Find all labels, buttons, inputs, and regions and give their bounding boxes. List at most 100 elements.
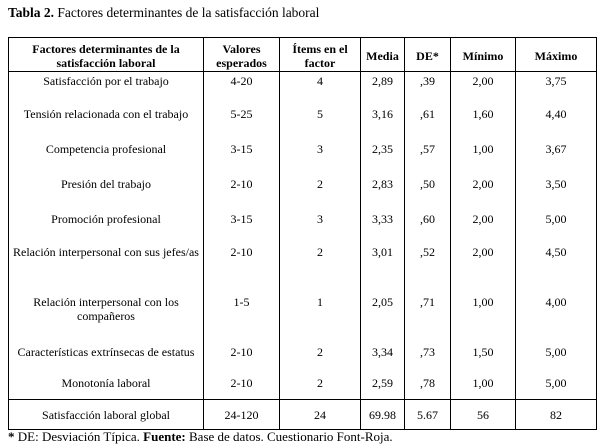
maximo-cell: 5,00 bbox=[515, 373, 597, 400]
media-cell: 3,34 bbox=[360, 342, 405, 374]
de-cell: ,78 bbox=[404, 373, 451, 400]
media-cell: 3,33 bbox=[360, 209, 405, 243]
maximo-cell: 3,67 bbox=[515, 139, 597, 175]
de-cell: 5.67 bbox=[404, 399, 451, 430]
table-row: Promoción profesional 3-15 3 3,33 ,60 2,… bbox=[8, 209, 597, 243]
de-cell: ,50 bbox=[404, 174, 451, 210]
maximo-cell: 4,00 bbox=[515, 292, 597, 343]
de-cell: ,57 bbox=[404, 139, 451, 175]
footnote-marker: * bbox=[8, 429, 15, 444]
de-cell: ,61 bbox=[404, 104, 451, 140]
table-footnote: * DE: Desviación Típica. Fuente: Base de… bbox=[8, 429, 393, 445]
media-cell: 2,83 bbox=[360, 174, 405, 210]
minimo-cell: 2,00 bbox=[450, 209, 516, 243]
items-cell: 4 bbox=[279, 71, 361, 105]
valores-cell: 2-10 bbox=[203, 373, 280, 400]
items-cell: 24 bbox=[279, 399, 361, 430]
header-cell-minimo: Mínimo bbox=[450, 37, 516, 72]
de-cell: ,71 bbox=[404, 292, 451, 343]
table-row: Características extrínsecas de estatus 2… bbox=[8, 342, 597, 374]
header-row: Factores determinantes de la satisfacció… bbox=[8, 37, 597, 72]
factor-cell: Promoción profesional bbox=[8, 209, 204, 243]
valores-cell: 24-120 bbox=[203, 399, 280, 430]
factor-cell: Monotonía laboral bbox=[8, 373, 204, 400]
items-cell: 3 bbox=[279, 209, 361, 243]
items-cell: 2 bbox=[279, 373, 361, 400]
factor-cell: Relación interpersonal con los compañero… bbox=[8, 292, 204, 343]
table-row: Relación interpersonal con sus jefes/as … bbox=[8, 242, 597, 293]
media-cell: 3,16 bbox=[360, 104, 405, 140]
minimo-cell: 1,00 bbox=[450, 292, 516, 343]
header-cell-de: DE* bbox=[404, 37, 451, 72]
valores-cell: 3-15 bbox=[203, 209, 280, 243]
table-row-global: Satisfacción laboral global 24-120 24 69… bbox=[8, 399, 597, 430]
table-body: Satisfacción por el trabajo 4-20 4 2,89 … bbox=[8, 71, 597, 430]
items-cell: 2 bbox=[279, 342, 361, 374]
table-caption: Tabla 2. Factores determinantes de la sa… bbox=[8, 4, 319, 21]
header-cell-maximo: Máximo bbox=[515, 37, 597, 72]
minimo-cell: 1,00 bbox=[450, 373, 516, 400]
results-table: Factores determinantes de la satisfacció… bbox=[8, 37, 597, 430]
table-row: Satisfacción por el trabajo 4-20 4 2,89 … bbox=[8, 71, 597, 105]
table-row: Competencia profesional 3-15 3 2,35 ,57 … bbox=[8, 139, 597, 175]
media-cell: 2,59 bbox=[360, 373, 405, 400]
factor-cell: Tensión relacionada con el trabajo bbox=[8, 104, 204, 140]
table-row: Relación interpersonal con los compañero… bbox=[8, 292, 597, 343]
header-cell-media: Media bbox=[360, 37, 405, 72]
maximo-cell: 5,00 bbox=[515, 209, 597, 243]
maximo-cell: 4,50 bbox=[515, 242, 597, 293]
valores-cell: 4-20 bbox=[203, 71, 280, 105]
factor-cell: Características extrínsecas de estatus bbox=[8, 342, 204, 374]
footnote-source-text: Base de datos. Cuestionario Font-Roja. bbox=[189, 429, 393, 444]
media-cell: 3,01 bbox=[360, 242, 405, 293]
minimo-cell: 1,00 bbox=[450, 139, 516, 175]
items-cell: 2 bbox=[279, 242, 361, 293]
maximo-cell: 82 bbox=[515, 399, 597, 430]
maximo-cell: 3,75 bbox=[515, 71, 597, 105]
header-cell-valores: Valores esperados bbox=[203, 37, 280, 72]
maximo-cell: 5,00 bbox=[515, 342, 597, 374]
minimo-cell: 2,00 bbox=[450, 71, 516, 105]
valores-cell: 1-5 bbox=[203, 292, 280, 343]
media-cell: 2,05 bbox=[360, 292, 405, 343]
valores-cell: 2-10 bbox=[203, 174, 280, 210]
valores-cell: 5-25 bbox=[203, 104, 280, 140]
factor-cell: Competencia profesional bbox=[8, 139, 204, 175]
factor-cell: Satisfacción laboral global bbox=[8, 399, 204, 430]
minimo-cell: 2,00 bbox=[450, 174, 516, 210]
maximo-cell: 3,50 bbox=[515, 174, 597, 210]
factor-cell: Satisfacción por el trabajo bbox=[8, 71, 204, 105]
media-cell: 69.98 bbox=[360, 399, 405, 430]
items-cell: 3 bbox=[279, 139, 361, 175]
table-row: Presión del trabajo 2-10 2 2,83 ,50 2,00… bbox=[8, 174, 597, 210]
de-cell: ,73 bbox=[404, 342, 451, 374]
table-caption-text: Factores determinantes de la satisfacció… bbox=[57, 5, 320, 20]
items-cell: 5 bbox=[279, 104, 361, 140]
minimo-cell: 2,00 bbox=[450, 242, 516, 293]
valores-cell: 2-10 bbox=[203, 342, 280, 374]
table-row: Monotonía laboral 2-10 2 2,59 ,78 1,00 5… bbox=[8, 373, 597, 400]
footnote-source-label: Fuente: bbox=[143, 429, 186, 444]
minimo-cell: 1,60 bbox=[450, 104, 516, 140]
valores-cell: 2-10 bbox=[203, 242, 280, 293]
items-cell: 1 bbox=[279, 292, 361, 343]
minimo-cell: 1,50 bbox=[450, 342, 516, 374]
footnote-definition: DE: Desviación Típica. bbox=[17, 429, 140, 444]
factor-cell: Presión del trabajo bbox=[8, 174, 204, 210]
media-cell: 2,89 bbox=[360, 71, 405, 105]
maximo-cell: 4,40 bbox=[515, 104, 597, 140]
valores-cell: 3-15 bbox=[203, 139, 280, 175]
de-cell: ,60 bbox=[404, 209, 451, 243]
factor-cell: Relación interpersonal con sus jefes/as bbox=[8, 242, 204, 293]
table-header: Factores determinantes de la satisfacció… bbox=[8, 37, 597, 72]
media-cell: 2,35 bbox=[360, 139, 405, 175]
de-cell: ,52 bbox=[404, 242, 451, 293]
minimo-cell: 56 bbox=[450, 399, 516, 430]
items-cell: 2 bbox=[279, 174, 361, 210]
header-cell-factores: Factores determinantes de la satisfacció… bbox=[8, 37, 204, 72]
header-cell-items: Ítems en el factor bbox=[279, 37, 361, 72]
de-cell: ,39 bbox=[404, 71, 451, 105]
table-caption-label: Tabla 2. bbox=[8, 5, 55, 20]
table-row: Tensión relacionada con el trabajo 5-25 … bbox=[8, 104, 597, 140]
